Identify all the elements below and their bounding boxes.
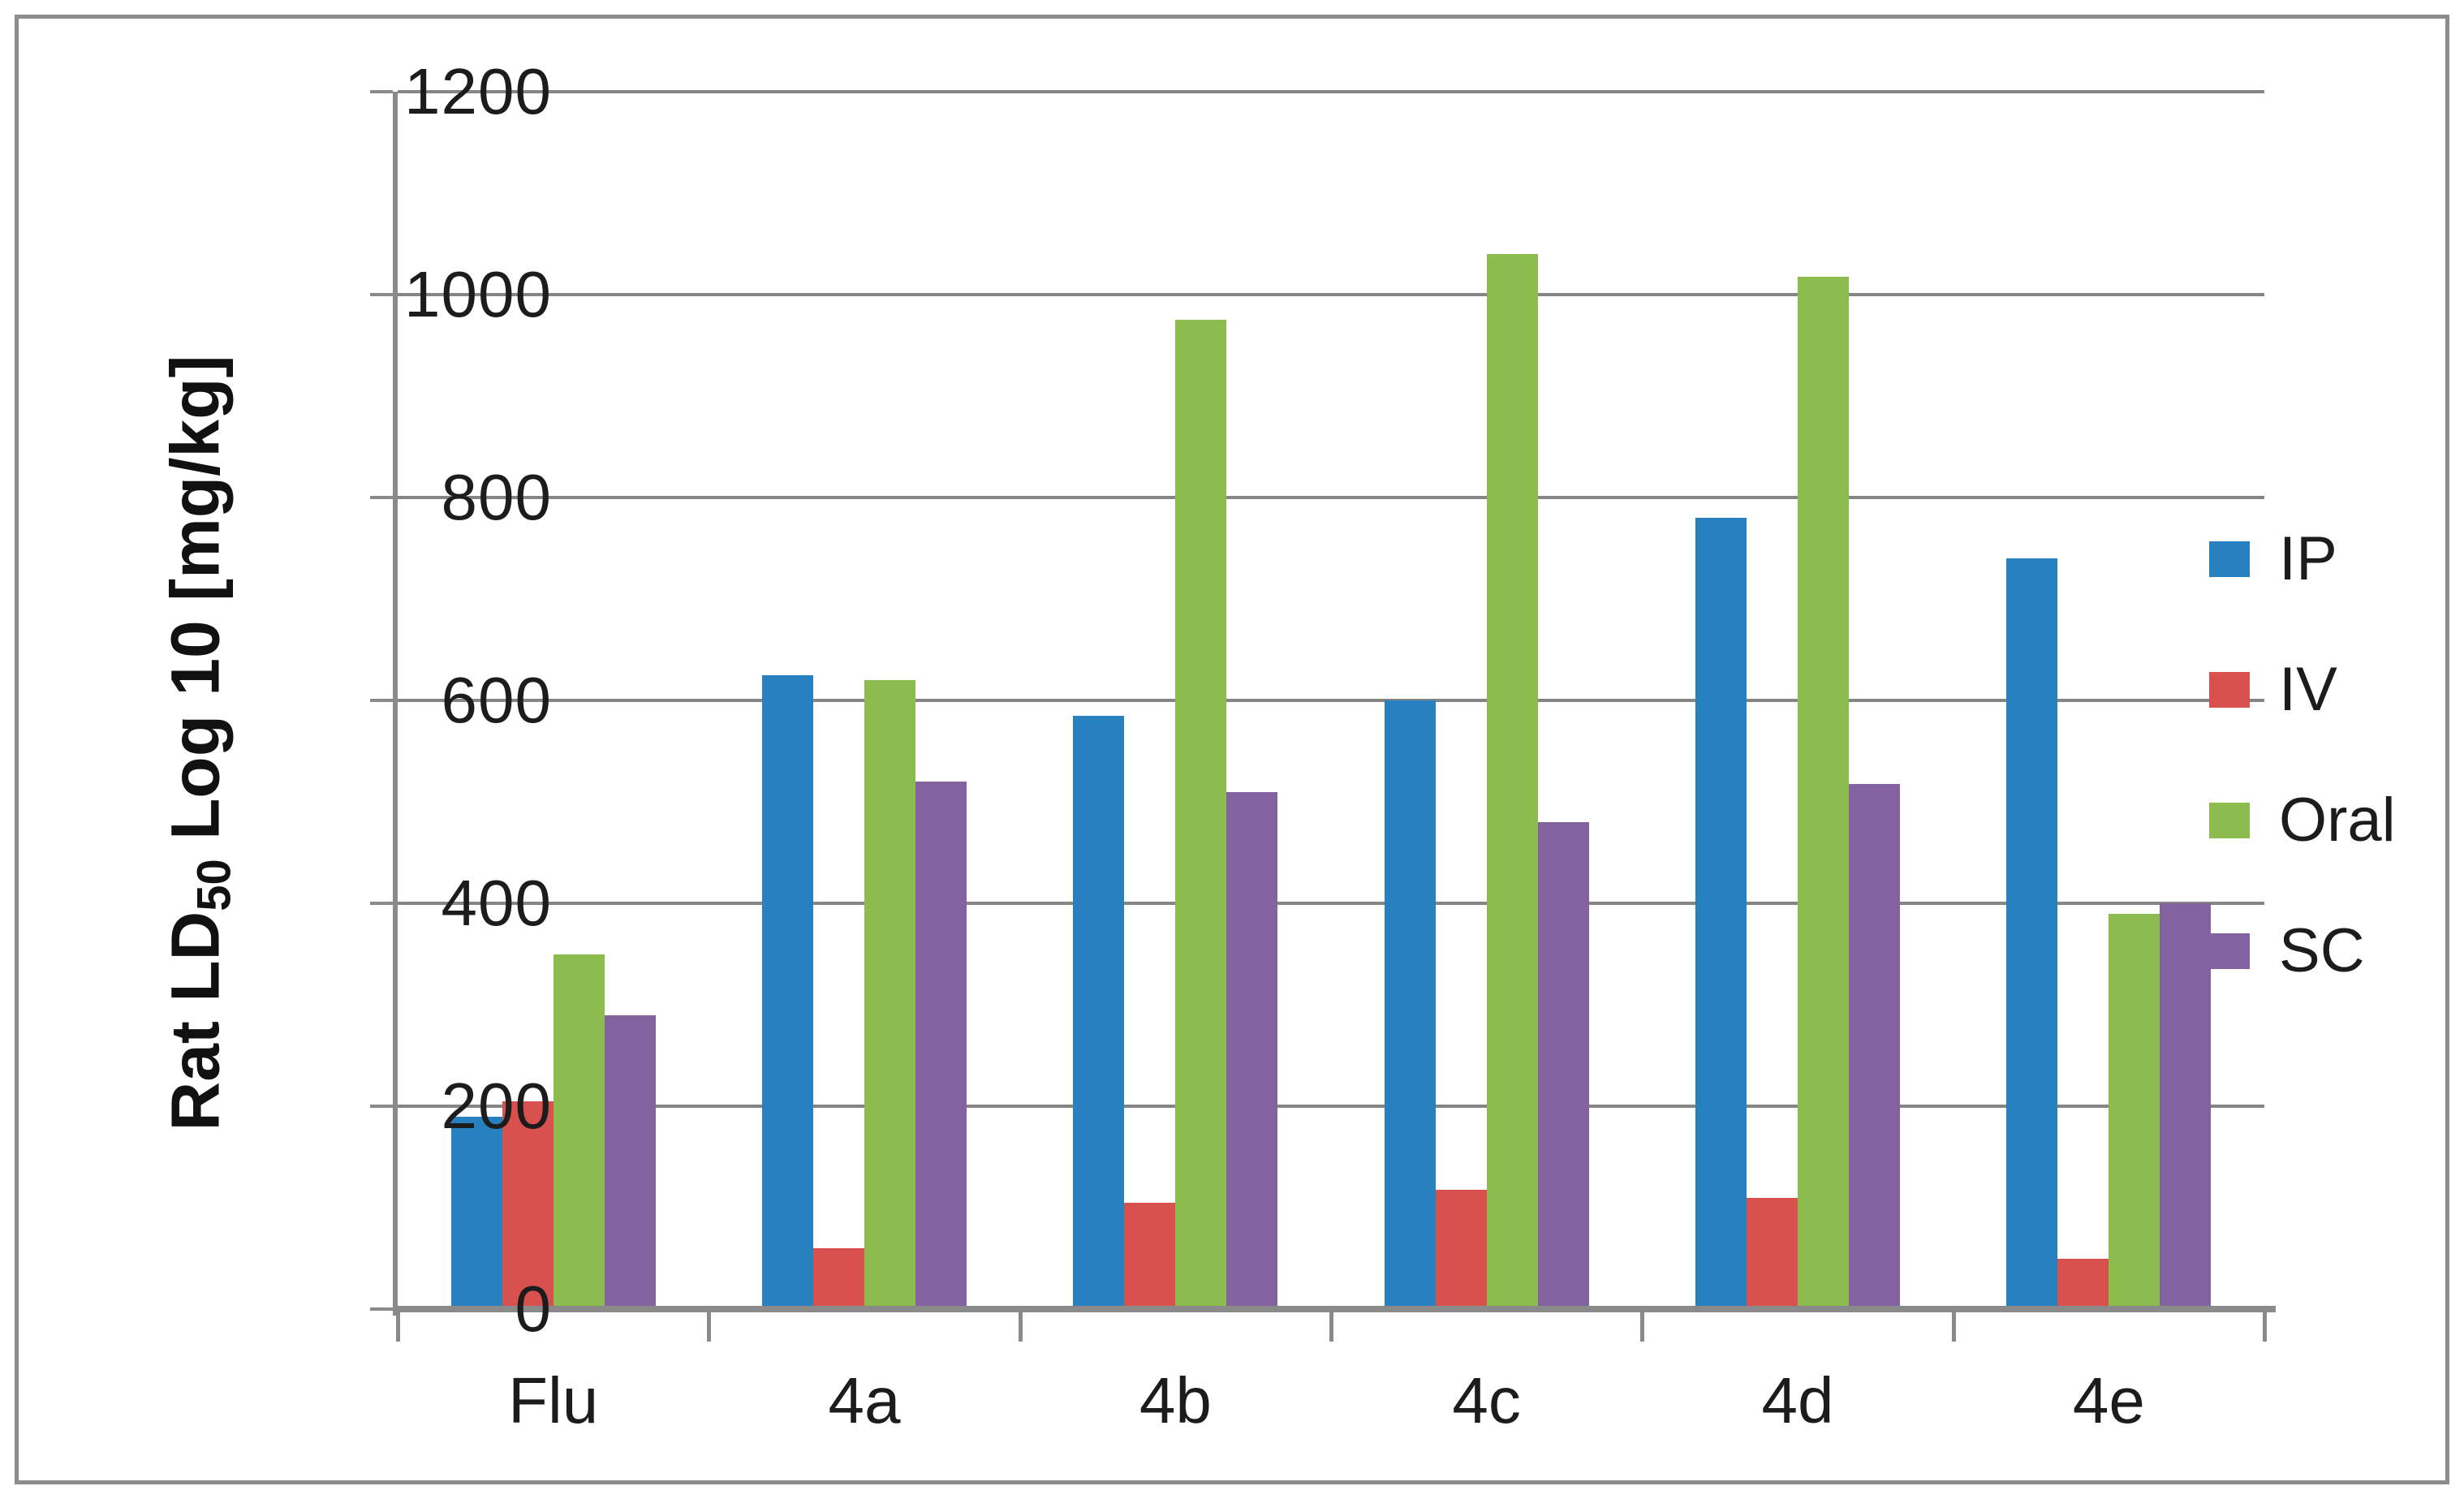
bar-group-4d [1642, 92, 1953, 1309]
x-axis-line [393, 1306, 2276, 1312]
gridline-200 [398, 1105, 2264, 1108]
gridline-600 [398, 699, 2264, 702]
x-category-label-4b: 4b [1139, 1364, 1212, 1437]
x-axis-tick [707, 1312, 712, 1342]
bar-IP-4d [1695, 518, 1747, 1309]
x-category-label-4c: 4c [1452, 1364, 1521, 1437]
x-axis-tick [1951, 1312, 1956, 1342]
legend-swatch-Oral [2209, 802, 2250, 838]
bar-IP-4b [1073, 715, 1125, 1309]
gridline-1200 [398, 90, 2264, 93]
legend-item-Oral: Oral [2209, 785, 2396, 855]
bar-SC-Flu [604, 1014, 656, 1309]
chart-border [15, 15, 2449, 1484]
legend-label-Oral: Oral [2279, 786, 2396, 855]
legend-label-SC: SC [2279, 916, 2365, 985]
x-axis-tick [396, 1312, 400, 1342]
gridline-400 [398, 902, 2264, 905]
bar-group-4a [709, 92, 1019, 1309]
y-axis-title-suffix: Log 10 [mg/kg] [157, 355, 234, 859]
y-tick-label-400: 400 [441, 867, 552, 939]
y-tick-label-0: 0 [515, 1273, 552, 1345]
bar-IP-Flu [450, 1116, 502, 1309]
legend-label-IP: IP [2279, 524, 2337, 593]
bar-SC-4d [1848, 783, 1900, 1309]
gridline-1000 [398, 293, 2264, 296]
bar-IV-Flu [502, 1101, 554, 1309]
y-tick-label-200: 200 [441, 1070, 552, 1142]
legend-item-IV: IV [2209, 654, 2396, 725]
bar-Oral-4b [1175, 320, 1227, 1309]
x-category-label-4e: 4e [2072, 1364, 2145, 1437]
y-axis-tick [370, 90, 393, 93]
bar-SC-4c [1537, 822, 1589, 1309]
bar-Oral-4c [1486, 254, 1538, 1309]
y-tick-label-600: 600 [441, 664, 552, 736]
bar-IV-4b [1124, 1202, 1176, 1309]
bar-IP-4e [2006, 558, 2058, 1309]
x-category-label-4a: 4a [828, 1364, 901, 1437]
legend-swatch-IP [2209, 541, 2250, 577]
bar-group-4b [1020, 92, 1331, 1309]
legend-item-SC: SC [2209, 915, 2396, 986]
bar-Oral-Flu [553, 954, 605, 1309]
legend-swatch-SC [2209, 933, 2250, 969]
bar-SC-4b [1226, 791, 1278, 1309]
bar-SC-4a [915, 782, 967, 1309]
x-axis-tick [1329, 1312, 1333, 1342]
bar-Oral-4e [2109, 913, 2160, 1309]
x-category-label-Flu: Flu [508, 1364, 599, 1437]
bar-SC-4e [2160, 903, 2212, 1309]
y-axis-tick [370, 496, 393, 499]
bar-IV-4a [812, 1248, 864, 1309]
bar-Oral-4a [864, 680, 915, 1309]
legend-label-IV: IV [2279, 655, 2337, 724]
y-axis-tick [370, 1105, 393, 1108]
legend: IP IV Oral SC [2209, 523, 2396, 986]
y-tick-label-1000: 1000 [404, 258, 552, 330]
bar-IV-4e [2057, 1258, 2109, 1309]
y-axis-tick [370, 902, 393, 905]
y-axis-tick [370, 293, 393, 296]
plot-area [370, 90, 2276, 1342]
y-axis-tick [370, 699, 393, 702]
y-axis-line [393, 92, 398, 1316]
x-axis-tick [1640, 1312, 1645, 1342]
legend-item-IP: IP [2209, 523, 2396, 594]
y-axis-title-prefix: Rat LD [157, 911, 234, 1131]
bar-group-4c [1331, 92, 1642, 1309]
legend-swatch-IV [2209, 671, 2250, 708]
bar-group-Flu [398, 92, 709, 1309]
bar-Oral-4d [1797, 276, 1849, 1309]
bar-IV-4d [1746, 1197, 1798, 1309]
x-axis-tick [2263, 1312, 2267, 1342]
y-tick-label-1200: 1200 [404, 55, 552, 127]
x-axis-tick [1018, 1312, 1023, 1342]
y-axis-title-subscript: 50 [187, 859, 241, 911]
y-axis-title: Rat LD50 Log 10 [mg/kg] [157, 338, 242, 1149]
x-category-label-4d: 4d [1761, 1364, 1834, 1437]
gridline-800 [398, 496, 2264, 499]
y-tick-label-800: 800 [441, 461, 552, 533]
y-axis-tick [370, 1307, 393, 1311]
bar-group-4e [1954, 92, 2264, 1309]
bar-IV-4c [1435, 1189, 1487, 1309]
bar-IP-4a [761, 674, 813, 1309]
bar-IP-4c [1384, 700, 1436, 1309]
